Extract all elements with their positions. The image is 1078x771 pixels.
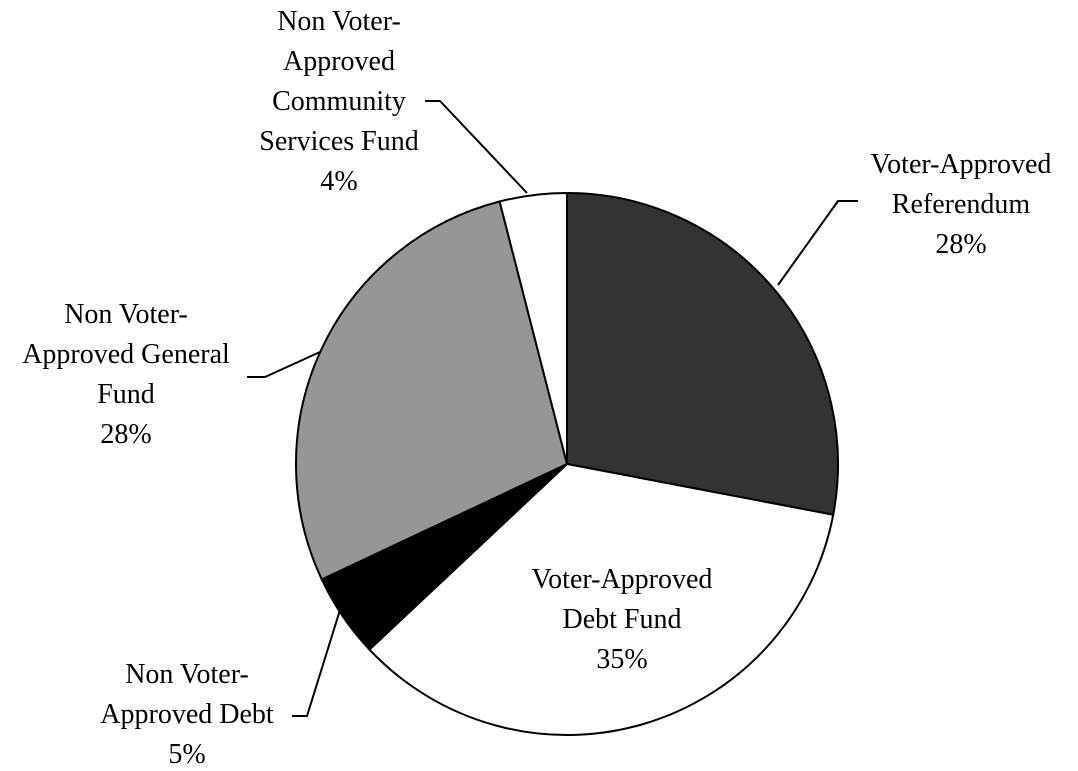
pie-slices: [295, 191, 839, 736]
slice-label-line: Non Voter-: [277, 6, 401, 37]
slice-label-line: Non Voter-: [125, 659, 249, 690]
slice-label-line: Debt Fund: [563, 604, 682, 635]
slice-label-2: Non Voter- Approved Debt 5%: [100, 659, 274, 770]
leader-line-3: [247, 351, 321, 378]
slice-label-line: Approved: [283, 46, 395, 77]
slice-percent-0: 28%: [935, 229, 986, 260]
leader-line-4: [425, 100, 528, 194]
slice-label-4: Non Voter- Approved Community Services Fund…: [259, 6, 418, 197]
leader-lines: [247, 100, 858, 717]
slice-label-line: Approved General: [22, 339, 230, 370]
pie-slice-4: [498, 191, 568, 465]
slice-label-line: Referendum: [892, 189, 1031, 220]
slice-label-line: Community: [272, 86, 406, 117]
slice-label-line: Voter-Approved: [532, 564, 713, 595]
slice-percent-4: 4%: [320, 166, 357, 197]
slice-label-3: Non Voter- Approved General Fund 28%: [22, 299, 230, 450]
slice-label-line: Services Fund: [259, 126, 418, 157]
slice-label-line: Voter-Approved: [871, 149, 1052, 180]
pie-slice-0: [566, 191, 839, 516]
slice-percent-1: 35%: [596, 644, 647, 675]
slice-percent-2: 5%: [168, 739, 205, 770]
pie-slice-1: [368, 462, 835, 736]
pie-slice-3: [295, 200, 569, 581]
leader-line-0: [777, 200, 858, 286]
slice-label-line: Fund: [97, 379, 155, 410]
slice-label-line: Non Voter-: [64, 299, 188, 330]
slice-label-1: Voter-Approved Debt Fund 35%: [532, 564, 713, 675]
slice-label-0: Voter-Approved Referendum 28%: [871, 149, 1052, 260]
slice-percent-3: 28%: [100, 419, 151, 450]
slice-label-line: Approved Debt: [100, 699, 274, 730]
slice-labels: Voter-Approved Referendum 28%Voter-Approve…: [22, 6, 1051, 770]
leader-line-2: [292, 609, 341, 717]
